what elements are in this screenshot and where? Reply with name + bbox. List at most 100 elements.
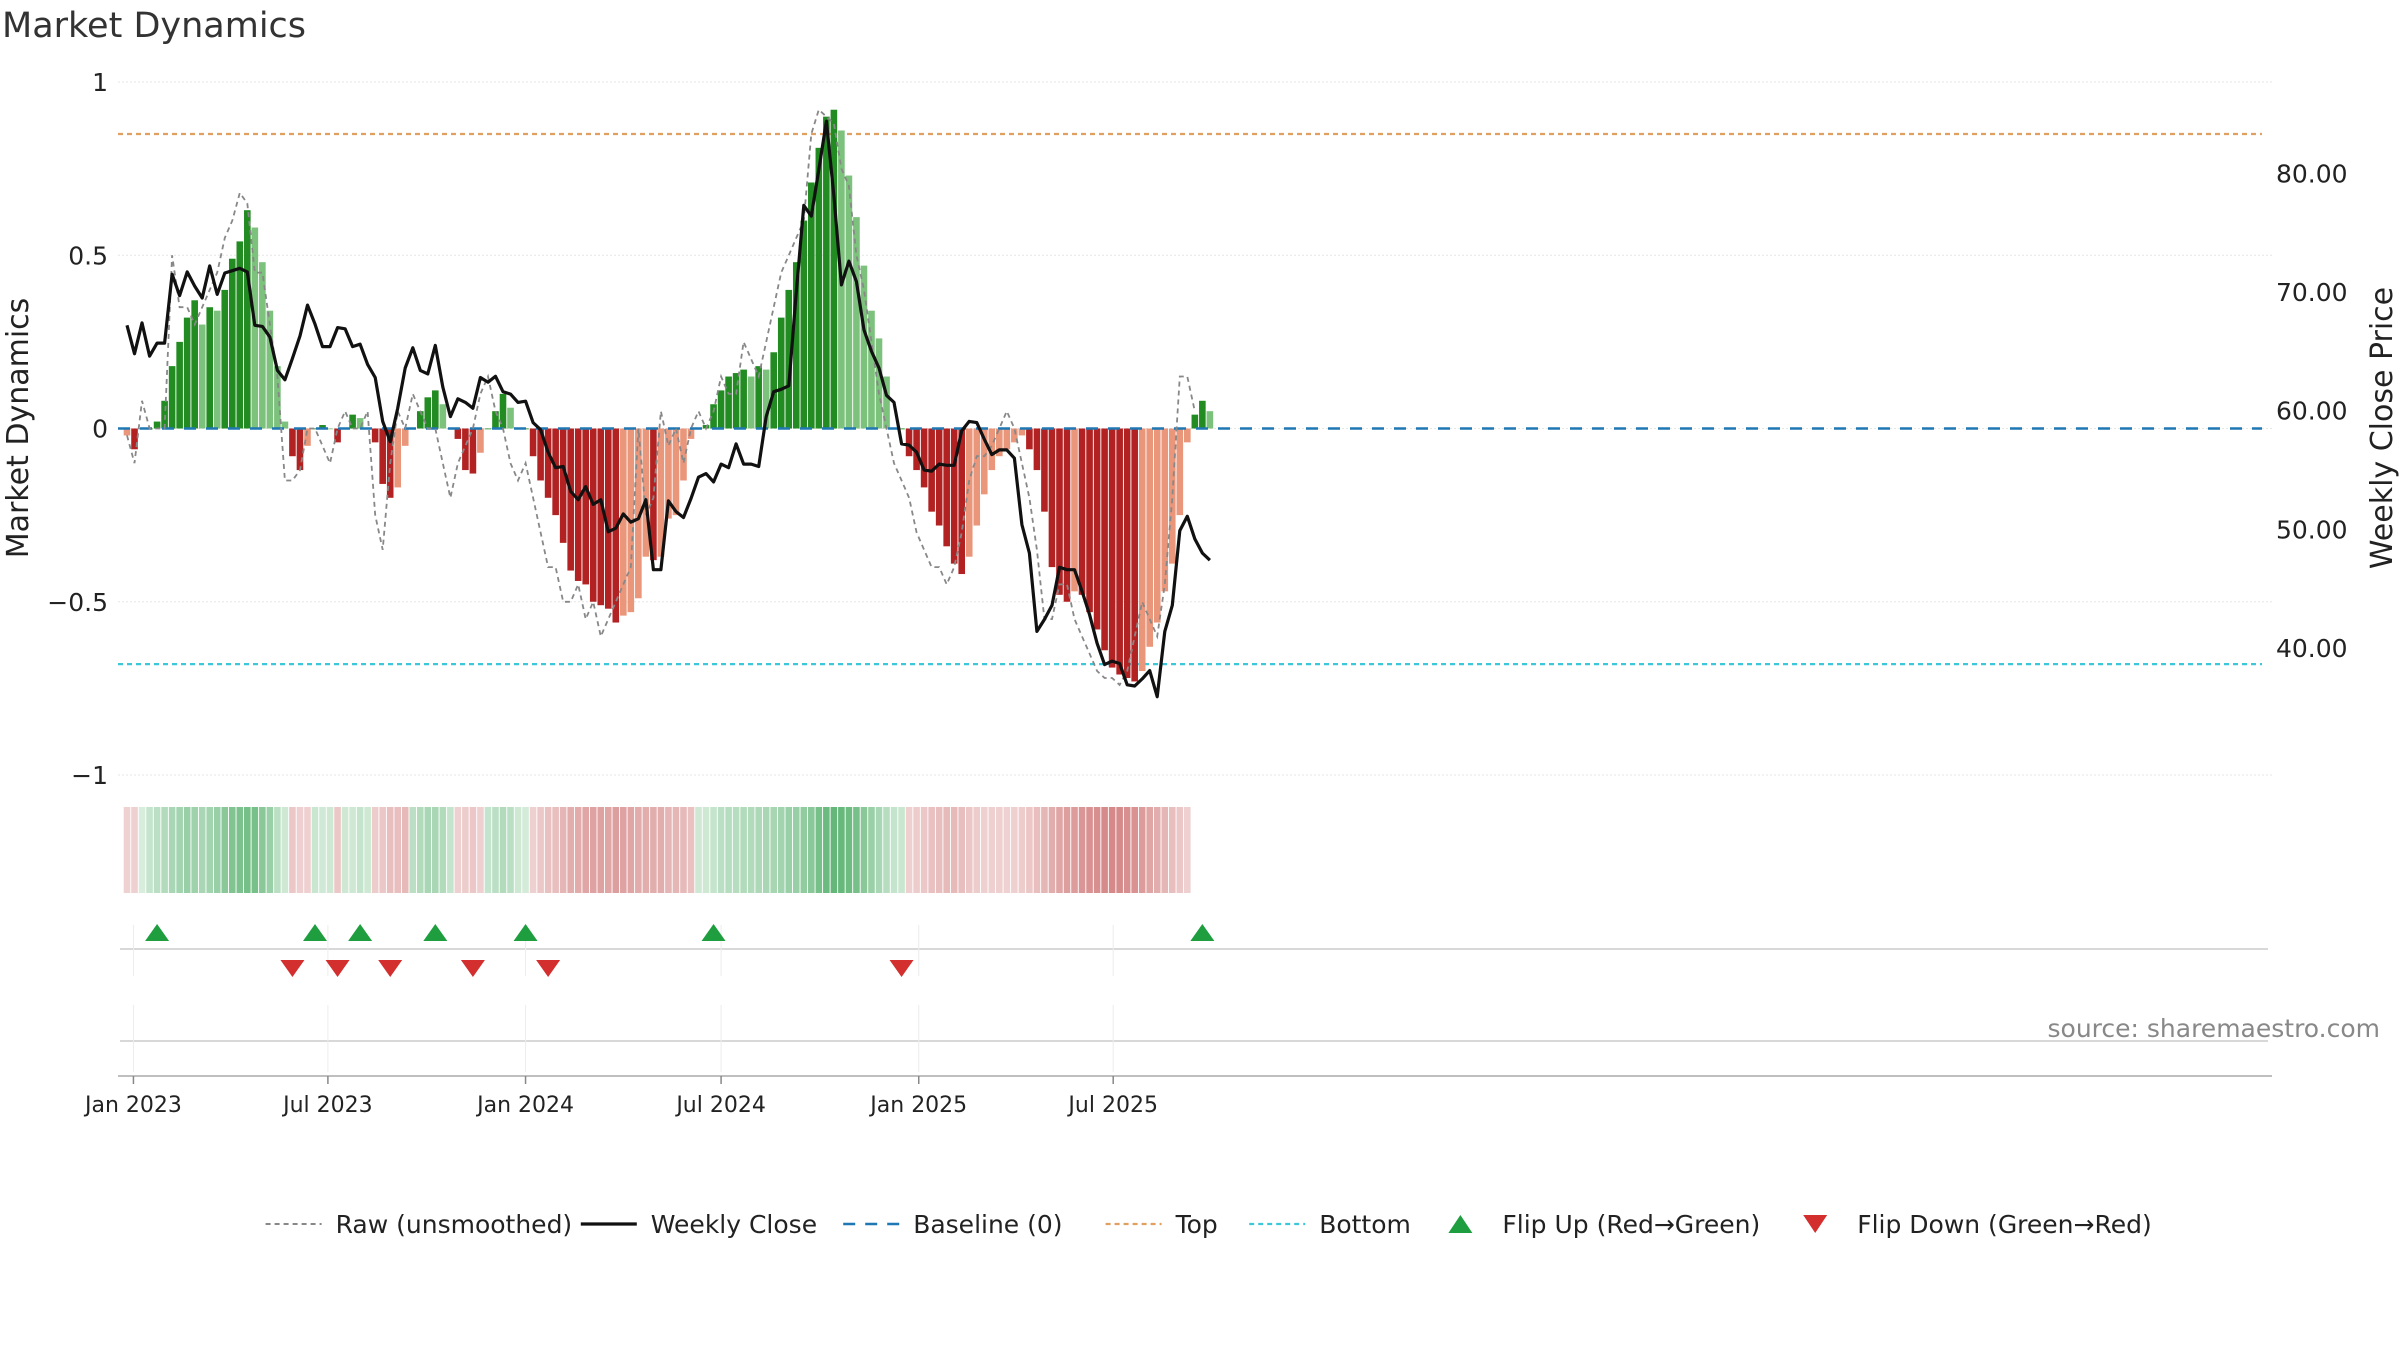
bar bbox=[1191, 414, 1199, 429]
strength-cell bbox=[386, 807, 394, 893]
legend-flip-down-swatch bbox=[1803, 1215, 1828, 1233]
bar bbox=[642, 428, 650, 557]
strength-cell bbox=[266, 807, 274, 893]
legend-label: Top bbox=[1175, 1210, 1218, 1239]
y2-tick-label: 60.00 bbox=[2276, 397, 2348, 426]
strength-cell bbox=[1138, 807, 1146, 893]
strength-cell bbox=[183, 807, 191, 893]
bar bbox=[236, 241, 244, 429]
strength-cell bbox=[138, 807, 146, 893]
bar bbox=[244, 210, 251, 429]
strength-cell bbox=[334, 807, 341, 893]
strength-cell bbox=[988, 807, 996, 893]
bar bbox=[123, 428, 131, 436]
flip-down-marker bbox=[325, 960, 350, 977]
strength-cell bbox=[574, 807, 582, 893]
strength-cell bbox=[1048, 807, 1056, 893]
strength-cell bbox=[221, 807, 229, 893]
strength-cell bbox=[484, 807, 492, 893]
bar bbox=[432, 390, 439, 429]
strength-cell bbox=[281, 807, 289, 893]
strength-cell bbox=[394, 807, 402, 893]
strength-cell bbox=[1003, 807, 1011, 893]
bar bbox=[755, 366, 762, 429]
strength-cell bbox=[567, 807, 574, 893]
x-tick-label: Jan 2025 bbox=[868, 1093, 967, 1118]
legend-label: Flip Up (Red→Green) bbox=[1502, 1210, 1760, 1239]
bar bbox=[988, 428, 996, 471]
strength-cell bbox=[364, 807, 371, 893]
bar bbox=[1048, 428, 1056, 568]
bar bbox=[1199, 400, 1206, 429]
flip-up-marker bbox=[303, 924, 327, 941]
strength-cell bbox=[958, 807, 966, 893]
strength-cell bbox=[905, 807, 913, 893]
strength-cell bbox=[883, 807, 890, 893]
strength-cell bbox=[401, 807, 409, 893]
x-tick-label: Jan 2024 bbox=[475, 1093, 574, 1118]
bar bbox=[935, 428, 943, 526]
bar bbox=[574, 428, 582, 581]
bar bbox=[1161, 428, 1169, 592]
strength-cell bbox=[1153, 807, 1161, 893]
strength-strip bbox=[123, 807, 1191, 893]
bar bbox=[394, 428, 402, 488]
bar bbox=[251, 227, 259, 429]
bar bbox=[785, 289, 793, 429]
strength-cell bbox=[710, 807, 717, 893]
x-tick-label: Jul 2023 bbox=[281, 1093, 373, 1118]
bar bbox=[349, 414, 356, 429]
strength-cell bbox=[537, 807, 544, 893]
y-tick-label: 1 bbox=[92, 68, 108, 97]
weekly-close-line bbox=[125, 119, 1211, 699]
strength-cell bbox=[1108, 807, 1116, 893]
flip-up-marker bbox=[423, 924, 448, 941]
bar bbox=[657, 428, 665, 557]
strength-cell bbox=[823, 807, 830, 893]
y-tick-label: 0.5 bbox=[68, 241, 108, 270]
strength-cell bbox=[1176, 807, 1184, 893]
bar bbox=[860, 265, 868, 429]
strength-cell bbox=[416, 807, 424, 893]
strength-cell bbox=[1146, 807, 1154, 893]
flip-markers bbox=[120, 924, 2268, 1072]
legend-item: Flip Down (Green→Red) bbox=[1803, 1210, 2152, 1239]
bar bbox=[161, 400, 168, 429]
bar bbox=[439, 404, 447, 429]
strength-cell bbox=[853, 807, 860, 893]
x-axis: Jan 2023 Jul 2023 Jan 2024 Jul 2024 Jan 2025… bbox=[83, 1075, 2272, 1118]
strength-cell bbox=[627, 807, 635, 893]
bar bbox=[920, 428, 928, 488]
bar bbox=[1093, 428, 1101, 630]
flip-up-marker bbox=[513, 924, 538, 941]
strength-cell bbox=[462, 807, 469, 893]
bar bbox=[454, 428, 462, 439]
strength-cell bbox=[1041, 807, 1048, 893]
strength-cell bbox=[507, 807, 514, 893]
strength-cell bbox=[725, 807, 732, 893]
strength-cell bbox=[304, 807, 311, 893]
bar bbox=[281, 421, 289, 429]
bar bbox=[1131, 428, 1138, 682]
bar bbox=[1206, 411, 1214, 429]
chart-title: Market Dynamics bbox=[2, 6, 307, 46]
bar bbox=[334, 428, 341, 443]
bar bbox=[131, 428, 138, 450]
strength-cell bbox=[1026, 807, 1033, 893]
strength-cell bbox=[131, 807, 138, 893]
bar bbox=[747, 376, 755, 429]
flip-down-marker bbox=[460, 960, 485, 977]
strength-cell bbox=[146, 807, 153, 893]
strength-cell bbox=[1131, 807, 1138, 893]
strength-cell bbox=[153, 807, 161, 893]
bar bbox=[274, 366, 281, 429]
strength-cell bbox=[650, 807, 657, 893]
strength-cell bbox=[1123, 807, 1131, 893]
lines-layer bbox=[118, 108, 2262, 699]
bar bbox=[462, 428, 469, 471]
bar bbox=[1033, 428, 1041, 471]
strength-cell bbox=[1161, 807, 1169, 893]
bar bbox=[687, 428, 695, 439]
bar bbox=[469, 428, 477, 474]
bar bbox=[221, 289, 229, 429]
